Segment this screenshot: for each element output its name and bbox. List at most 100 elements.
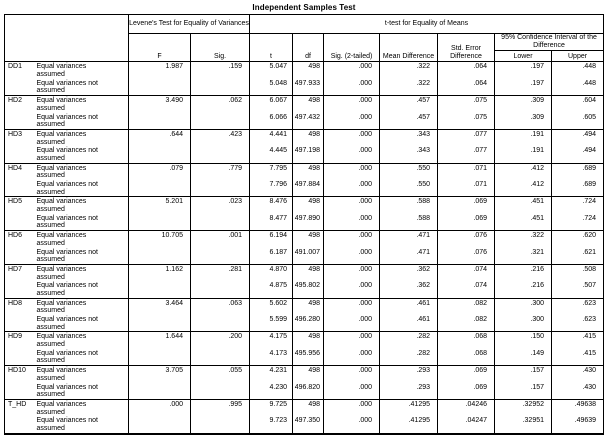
cell-upper: .448	[582, 79, 597, 87]
cell-df: 498	[292, 128, 325, 147]
cell-t: 6.194	[249, 230, 294, 248]
cell-t: 4.230	[249, 382, 294, 400]
cell-md: .362	[379, 281, 439, 299]
cell-t: 4.875	[249, 281, 294, 299]
cell-f: .079	[128, 162, 191, 180]
cell-se: .077	[437, 146, 496, 164]
cell-f	[128, 281, 191, 299]
cell-md: .343	[379, 146, 439, 164]
col-header-std-error-difference: Std. Error Difference	[437, 33, 496, 62]
cell-sig2: .000	[323, 180, 381, 197]
cell-sig	[190, 247, 251, 265]
cell-t: 7.796	[249, 180, 294, 197]
cell-df: 491.007	[292, 247, 325, 265]
cell-sig2: .000	[323, 146, 381, 164]
variable-label: HD5	[4, 196, 33, 231]
cell-lower: .150	[494, 331, 553, 349]
assumption-label-text: Equal variances not assumed	[36, 349, 98, 365]
assumption-label: Equal variances not assumed	[32, 382, 129, 400]
cell-md: .282	[379, 348, 439, 366]
cell-df: 497.890	[292, 213, 325, 231]
cell-f	[128, 112, 191, 130]
col-header-mean-difference: Mean Difference	[379, 33, 439, 62]
cell-lower: .216	[494, 281, 553, 299]
cell-f	[128, 315, 191, 332]
cell-se: .068	[437, 348, 496, 366]
assumption-label: Equal variances assumed	[32, 365, 129, 383]
cell-sig2: .000	[323, 162, 381, 180]
table-row: DD1 Equal variances assumed 1.987.159 5.047…	[4, 61, 604, 96]
cell-t: 4.870	[249, 263, 294, 282]
independent-samples-test-table: Levene's Test for Equality of Variances …	[4, 14, 605, 435]
cell-upper: .620	[551, 230, 604, 248]
assumption-label-text: Equal variances not assumed	[36, 214, 98, 230]
assumption-label: Equal variances assumed	[32, 263, 129, 282]
cell-sig	[190, 348, 251, 366]
cell-df: 498	[292, 365, 325, 383]
cell-sig	[190, 112, 251, 130]
cell-df: 497.884	[292, 180, 325, 197]
cell-se: .074	[437, 263, 496, 282]
cell-sig: .159	[190, 61, 251, 79]
cell-lower: .412	[494, 162, 553, 180]
cell-lower: .412	[494, 180, 553, 197]
assumption-label: Equal variances not assumed	[32, 78, 129, 96]
cell-sig2: .000	[323, 263, 381, 282]
cell-sig: .995	[190, 398, 251, 417]
cell-df: 498	[292, 162, 325, 180]
col-header-f: F	[128, 33, 191, 62]
assumption-label: Equal variances not assumed	[32, 315, 129, 332]
cell-upper: .724	[551, 196, 604, 214]
assumption-label-text: Equal variances not assumed	[36, 316, 98, 331]
levene-band-header: Levene's Test for Equality of Variances	[128, 14, 251, 34]
cell-se: .076	[437, 230, 496, 248]
assumption-label-text: Equal variances assumed	[36, 400, 87, 416]
cell-t: 5.048	[249, 78, 294, 96]
cell-upper: .507	[582, 282, 597, 290]
table-row: HD5 Equal variances assumed 5.201.023 8.476…	[4, 196, 604, 231]
table-row: Equal variances not assumed 8.477 497.890.…	[5, 213, 604, 231]
cell-md: .343	[379, 128, 439, 147]
cell-se: .069	[437, 213, 496, 231]
cell-upper: .430	[551, 365, 604, 383]
cell-se: .075	[437, 95, 496, 113]
cell-se: .04246	[437, 398, 496, 417]
table-body: DD1 Equal variances assumed 1.987.159 5.047…	[4, 61, 604, 434]
assumption-label-text: Equal variances assumed	[36, 367, 87, 382]
cell-lower: .300	[494, 297, 553, 315]
table-row: HD4 Equal variances assumed .079.779 7.795 4…	[4, 162, 604, 197]
cell-upper: .415	[582, 349, 597, 357]
assumption-label-text: Equal variances not assumed	[36, 147, 98, 162]
cell-sig2: .000	[323, 95, 381, 113]
col-header-t: t	[249, 33, 294, 62]
cell-sig	[190, 180, 251, 197]
table-row: Equal variances not assumed 9.723 497.350.…	[5, 416, 604, 434]
cell-f: 3.705	[128, 365, 191, 383]
cell-upper: .49639	[574, 417, 597, 425]
cell-se: .082	[437, 297, 496, 315]
cell-md: .41295	[379, 398, 439, 417]
cell-f: 1.987	[128, 61, 191, 79]
cell-f: 3.490	[128, 95, 191, 113]
cell-lower: .216	[494, 263, 553, 282]
cell-t: 6.066	[249, 112, 294, 130]
cell-md: .471	[379, 230, 439, 248]
cell-f: 1.644	[128, 331, 191, 349]
cell-f: .000	[128, 398, 191, 417]
cell-se: .071	[437, 180, 496, 197]
cell-upper: .508	[551, 263, 604, 282]
table-row: HD3 Equal variances assumed .644.423 4.441 4…	[4, 128, 604, 164]
cell-df: 498	[292, 331, 325, 349]
cell-t: 4.441	[249, 128, 294, 147]
cell-f	[128, 382, 191, 400]
assumption-label: Equal variances assumed	[32, 196, 129, 214]
cell-upper: .49638	[551, 398, 604, 417]
table-row: Equal variances not assumed 4.445 497.198.…	[5, 146, 604, 164]
cell-md: .282	[379, 331, 439, 349]
assumption-label-text: Equal variances not assumed	[36, 282, 98, 297]
cell-f	[128, 247, 191, 265]
cell-sig: .023	[190, 196, 251, 214]
assumption-label: Equal variances not assumed	[32, 348, 129, 366]
cell-df: 497.198	[292, 146, 325, 164]
cell-f	[128, 146, 191, 164]
